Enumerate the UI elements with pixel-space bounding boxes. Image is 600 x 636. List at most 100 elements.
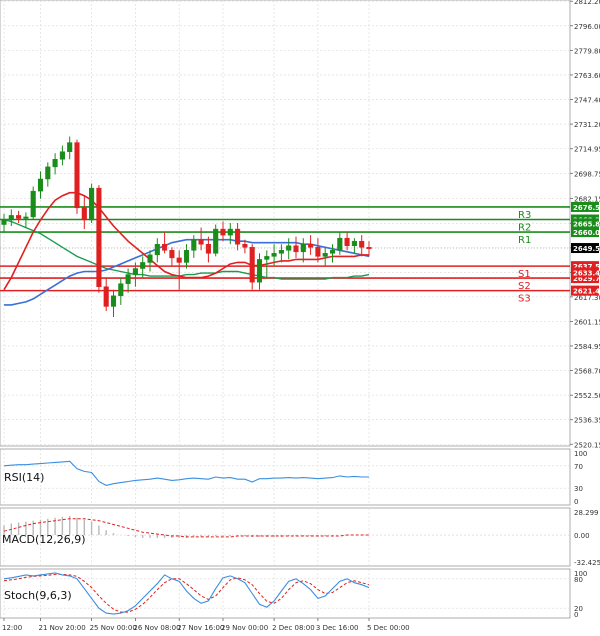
ma-green-line — [3, 219, 370, 280]
stoch-label: Stoch(9,6,3) — [4, 589, 72, 602]
candle-up — [23, 216, 29, 219]
x-tick-label: 12:00 — [2, 624, 22, 632]
rsi-tick-label: 30 — [574, 485, 583, 493]
candle-up — [45, 166, 51, 180]
axis-price-label-box — [571, 218, 599, 229]
pivot-tag-s3: S3 — [518, 294, 531, 305]
axis-price-label: 2665.80 — [573, 220, 600, 228]
candle-down — [162, 243, 168, 251]
candle-up — [191, 239, 197, 251]
candle-down — [242, 243, 248, 248]
candle-down — [81, 207, 87, 221]
candle-up — [227, 228, 233, 236]
price-tick-label: 2617.30 — [574, 294, 600, 302]
candle-up — [125, 274, 131, 284]
candle-down — [315, 247, 321, 257]
x-tick-label: 29 Nov 00:00 — [221, 624, 268, 632]
pivot-tag-r3: R3 — [518, 210, 531, 221]
pivot-tag-s2: S2 — [518, 281, 531, 292]
candle-up — [110, 295, 117, 307]
price-tick-label: 2747.40 — [574, 97, 600, 105]
candle-up — [278, 250, 284, 254]
pivot-tag-r1: R1 — [518, 235, 531, 246]
pivot-price-label-box — [571, 227, 599, 238]
x-tick-label: 27 Nov 16:00 — [177, 624, 224, 632]
rsi-tick-label: 0 — [574, 498, 578, 506]
candle-up — [37, 178, 44, 192]
price-tick-label: 2520.15 — [574, 441, 600, 449]
candle-down — [359, 240, 365, 248]
price-tick-label: 2536.35 — [574, 417, 600, 425]
candle-up — [147, 254, 153, 263]
candle-up — [67, 142, 73, 152]
candle-down — [344, 237, 350, 247]
pivot-price-label: 2621.43 — [573, 288, 600, 296]
candle-up — [322, 253, 328, 257]
price-tick-label: 2698.75 — [574, 170, 600, 178]
candle-down — [198, 239, 204, 245]
candle-down — [169, 250, 175, 259]
x-tick-label: 26 Nov 08:00 — [133, 624, 180, 632]
current-price-label-box — [571, 243, 599, 254]
x-tick-label: 3 Dec 16:00 — [316, 624, 359, 632]
candle-up — [337, 237, 343, 251]
grid-layer — [0, 0, 571, 619]
price-tick-label: 2763.60 — [574, 72, 600, 80]
axis-price-label: 2633.40 — [573, 269, 600, 277]
pivot-price-label-box — [571, 273, 599, 284]
candle-up — [271, 253, 277, 257]
candle-down — [176, 257, 182, 263]
pivot-price-label-box — [571, 261, 599, 272]
pivot-price-label: 2676.57 — [573, 204, 600, 212]
panel-frame-macd — [0, 507, 571, 567]
rsi-line — [3, 460, 369, 486]
macd-tick-label: -32.425 — [574, 559, 600, 567]
panel-frame-stoch — [0, 568, 571, 619]
current-price-label: 2649.50 — [573, 245, 600, 253]
macd-signal-line — [3, 518, 369, 538]
macd-label: MACD(12,26,9) — [2, 533, 86, 546]
candle-down — [74, 142, 80, 209]
candle-up — [183, 250, 190, 263]
price-tick-label: 2568.70 — [574, 368, 600, 376]
candle-up — [329, 250, 336, 254]
candle-up — [256, 259, 263, 283]
candle-up — [52, 159, 58, 168]
pivot-price-label: 2637.57 — [573, 263, 600, 271]
stochastic-panel: Stoch(9,6,3) — [3, 572, 370, 615]
rsi-tick-label: 100 — [574, 450, 587, 458]
price-tick-label: 2601.15 — [574, 318, 600, 326]
price-tick-label: 2714.95 — [574, 146, 600, 154]
candle-up — [30, 190, 36, 218]
x-tick-label: 21 Nov 20:00 — [39, 624, 86, 632]
candle-down — [16, 215, 22, 219]
stoch-tick-label: 100 — [574, 570, 587, 578]
candle-down — [220, 228, 226, 236]
candle-down — [235, 228, 241, 245]
candle-down — [103, 286, 109, 307]
x-tick-label: 5 Dec 00:00 — [367, 624, 410, 632]
stoch-k-line — [3, 572, 370, 615]
candle-up — [59, 151, 65, 160]
candle-up — [351, 240, 357, 247]
candle-down — [308, 243, 314, 248]
ma-red-line — [3, 191, 369, 291]
price-tick-label: 2796.00 — [574, 23, 600, 31]
pivot-tag-s1: S1 — [518, 269, 531, 280]
candle-up — [8, 215, 14, 221]
candle-down — [205, 243, 211, 254]
x-tick-label: 25 Nov 00:00 — [90, 624, 137, 632]
candle-up — [1, 219, 7, 225]
macd-tick-label: 0.00 — [574, 532, 590, 540]
candle-up — [264, 256, 270, 260]
panel-frame-rsi — [0, 448, 571, 506]
candle-up — [154, 243, 160, 256]
candle-down — [293, 245, 299, 253]
axis-price-label-box — [571, 267, 599, 278]
rsi-label: RSI(14) — [4, 471, 44, 484]
macd-panel: MACD(12,26,9) — [2, 515, 369, 546]
